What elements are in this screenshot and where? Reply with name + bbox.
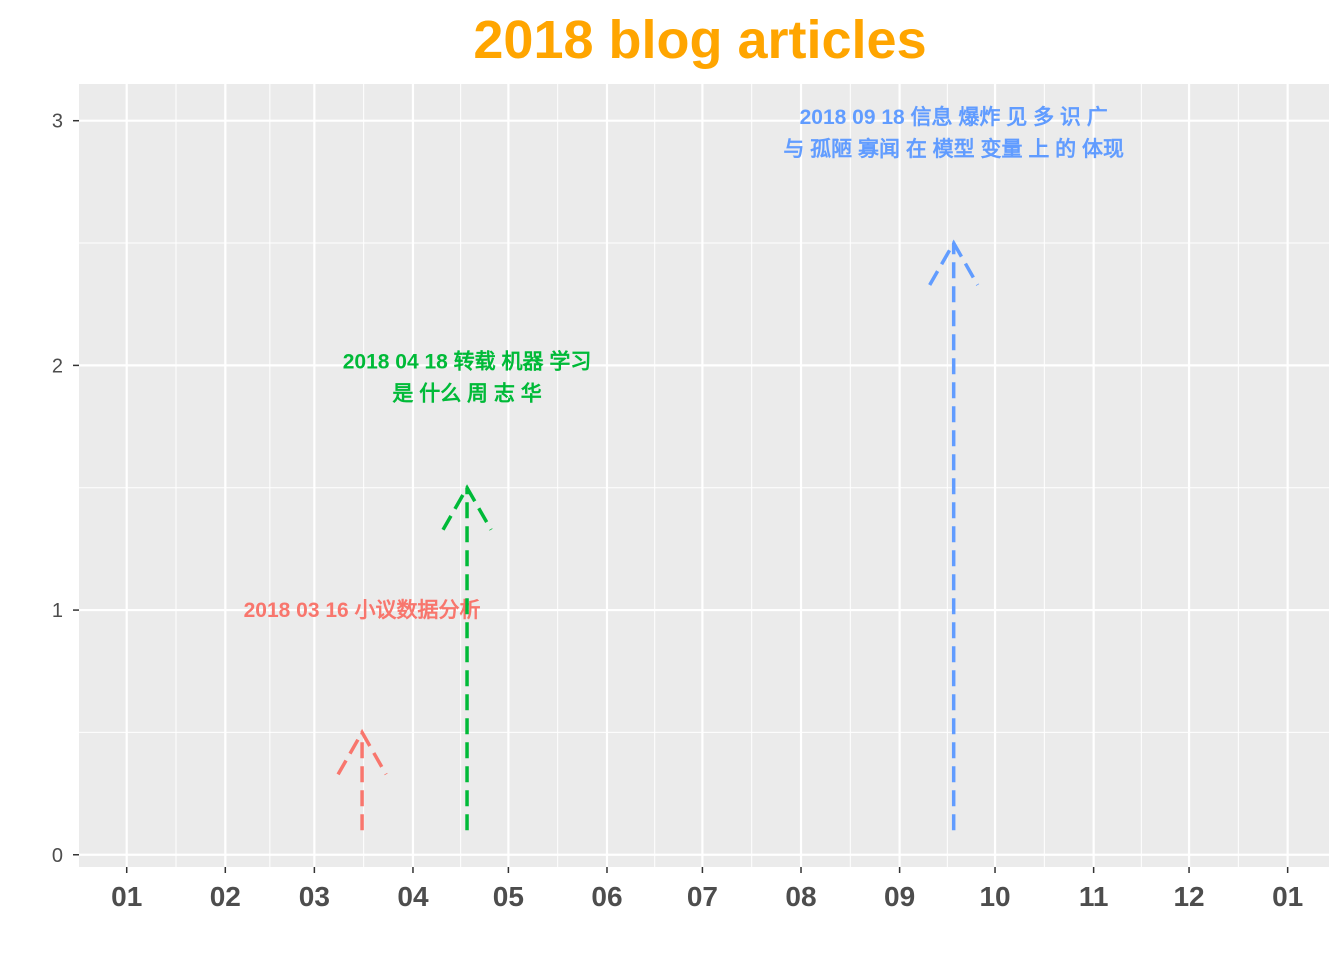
y-tick-label: 1 xyxy=(52,600,63,622)
x-tick-label: 03 xyxy=(299,881,330,912)
y-tick-label: 3 xyxy=(52,111,63,133)
event-label-line: 是 什么 周 志 华 xyxy=(392,382,541,406)
event-label: 2018 03 16 小议数据分析 xyxy=(244,598,481,622)
major-gridlines xyxy=(79,84,1329,867)
chart-title: 2018 blog articles xyxy=(473,10,926,70)
event-label: 2018 09 18 信息 爆炸 见 多 识 广与 孤陋 寡闻 在 模型 变量 … xyxy=(783,105,1124,161)
event-1: 2018 03 16 小议数据分析 xyxy=(244,598,481,831)
y-axis: 0 1 2 3 xyxy=(52,111,79,867)
event-label-line: 2018 03 16 小议数据分析 xyxy=(244,598,481,622)
plot-panel xyxy=(79,84,1329,867)
event-label-line: 2018 09 18 信息 爆炸 见 多 识 广 xyxy=(800,105,1108,129)
event-arrow-head xyxy=(928,239,980,286)
x-tick-label: 01 xyxy=(1272,881,1303,912)
x-tick-label: 05 xyxy=(493,881,524,912)
x-tick-label: 01 xyxy=(111,881,142,912)
event-label-line: 与 孤陋 寡闻 在 模型 变量 上 的 体现 xyxy=(783,137,1124,161)
x-axis: 01 02 03 04 05 06 07 08 09 10 11 12 01 xyxy=(111,867,1303,912)
minor-gridlines xyxy=(79,84,1329,867)
x-tick-label: 06 xyxy=(591,881,622,912)
x-tick-label: 04 xyxy=(397,881,429,912)
event-2: 2018 04 18 转载 机器 学习是 什么 周 志 华 xyxy=(343,350,592,831)
y-tick-label: 0 xyxy=(52,845,63,867)
event-label: 2018 04 18 转载 机器 学习是 什么 周 志 华 xyxy=(343,350,592,406)
event-arrow-head xyxy=(441,484,493,531)
event-3: 2018 09 18 信息 爆炸 见 多 识 广与 孤陋 寡闻 在 模型 变量 … xyxy=(783,105,1124,831)
event-arrow-head xyxy=(336,728,388,776)
event-label-line: 2018 04 18 转载 机器 学习 xyxy=(343,350,592,374)
x-tick-label: 09 xyxy=(884,881,915,912)
event-annotations: 2018 03 16 小议数据分析 2018 04 18 转载 机器 学习是 什么… xyxy=(244,105,1124,831)
x-tick-label: 07 xyxy=(687,881,718,912)
x-tick-label: 02 xyxy=(210,881,241,912)
y-tick-label: 2 xyxy=(52,355,63,377)
x-tick-label: 10 xyxy=(979,881,1010,912)
x-tick-label: 11 xyxy=(1079,881,1109,912)
x-tick-label: 12 xyxy=(1173,881,1204,912)
x-tick-label: 08 xyxy=(785,881,816,912)
